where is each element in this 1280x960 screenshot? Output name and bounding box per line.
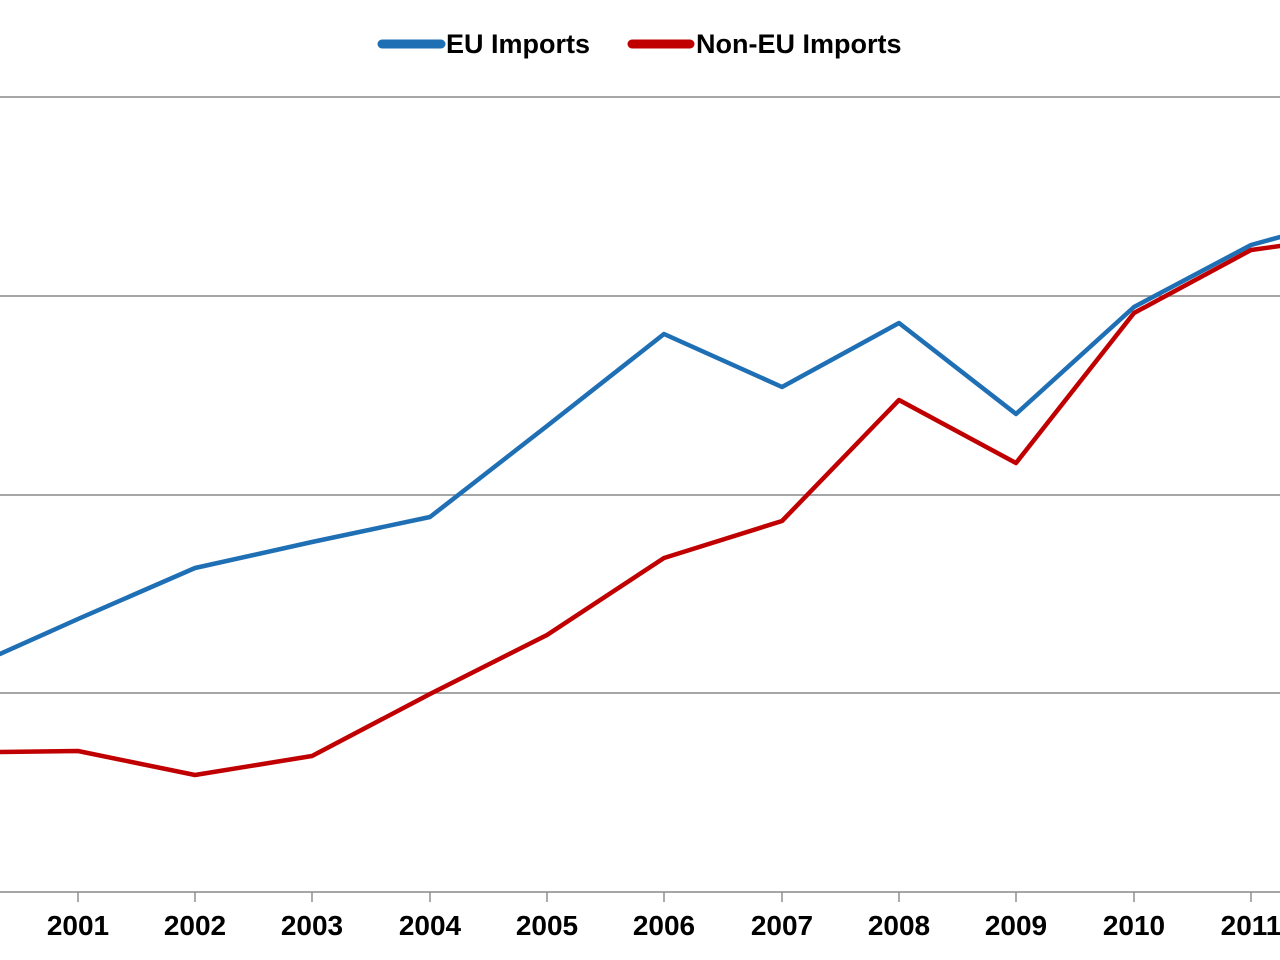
svg-text:2005: 2005 xyxy=(516,910,578,941)
svg-text:2004: 2004 xyxy=(399,910,462,941)
svg-text:2008: 2008 xyxy=(868,910,930,941)
svg-text:2009: 2009 xyxy=(985,910,1047,941)
svg-text:EU Imports: EU Imports xyxy=(446,29,590,59)
svg-text:2010: 2010 xyxy=(1103,910,1165,941)
svg-text:2011: 2011 xyxy=(1221,910,1280,941)
svg-text:2003: 2003 xyxy=(281,910,343,941)
svg-text:2002: 2002 xyxy=(164,910,226,941)
svg-text:Non-EU Imports: Non-EU Imports xyxy=(696,29,902,59)
svg-text:2006: 2006 xyxy=(633,910,695,941)
svg-text:2007: 2007 xyxy=(751,910,813,941)
svg-text:2001: 2001 xyxy=(47,910,109,941)
